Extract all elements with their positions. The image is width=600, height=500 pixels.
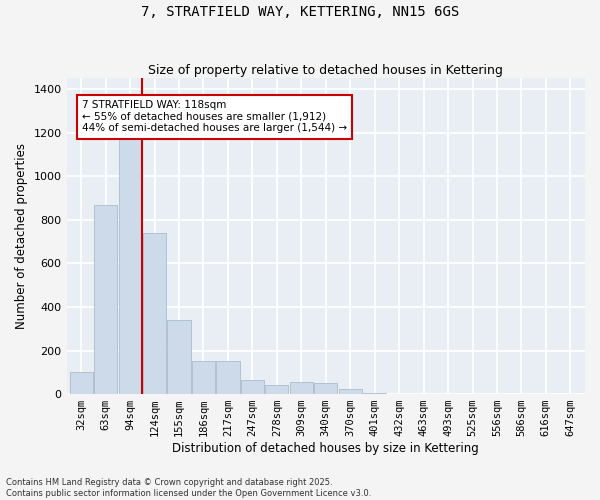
- Text: 7 STRATFIELD WAY: 118sqm
← 55% of detached houses are smaller (1,912)
44% of sem: 7 STRATFIELD WAY: 118sqm ← 55% of detach…: [82, 100, 347, 134]
- Title: Size of property relative to detached houses in Kettering: Size of property relative to detached ho…: [148, 64, 503, 77]
- Bar: [143, 233, 166, 394]
- Bar: [119, 132, 142, 394]
- X-axis label: Distribution of detached houses by size in Kettering: Distribution of detached houses by size …: [172, 442, 479, 455]
- Bar: [290, 382, 313, 394]
- Y-axis label: Number of detached properties: Number of detached properties: [15, 143, 28, 329]
- Bar: [167, 320, 191, 394]
- Bar: [241, 380, 264, 394]
- Bar: [217, 362, 239, 394]
- Bar: [94, 204, 117, 394]
- Bar: [338, 388, 362, 394]
- Bar: [314, 383, 337, 394]
- Text: 7, STRATFIELD WAY, KETTERING, NN15 6GS: 7, STRATFIELD WAY, KETTERING, NN15 6GS: [141, 5, 459, 19]
- Bar: [363, 393, 386, 394]
- Bar: [70, 372, 93, 394]
- Bar: [192, 362, 215, 394]
- Bar: [265, 386, 289, 394]
- Text: Contains HM Land Registry data © Crown copyright and database right 2025.
Contai: Contains HM Land Registry data © Crown c…: [6, 478, 371, 498]
